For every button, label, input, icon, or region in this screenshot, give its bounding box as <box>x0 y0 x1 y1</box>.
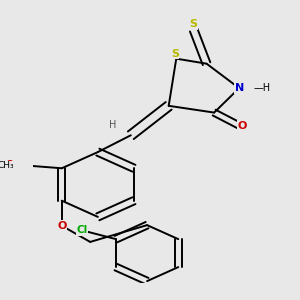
Text: —H: —H <box>254 83 271 93</box>
Text: O: O <box>237 121 247 130</box>
Text: N: N <box>235 83 244 93</box>
Text: CH₃: CH₃ <box>0 161 14 170</box>
Text: S: S <box>171 49 179 59</box>
Text: H: H <box>109 120 117 130</box>
Text: S: S <box>190 19 198 29</box>
Text: Cl: Cl <box>76 225 88 235</box>
Text: O: O <box>57 221 67 231</box>
Text: O: O <box>5 160 14 170</box>
